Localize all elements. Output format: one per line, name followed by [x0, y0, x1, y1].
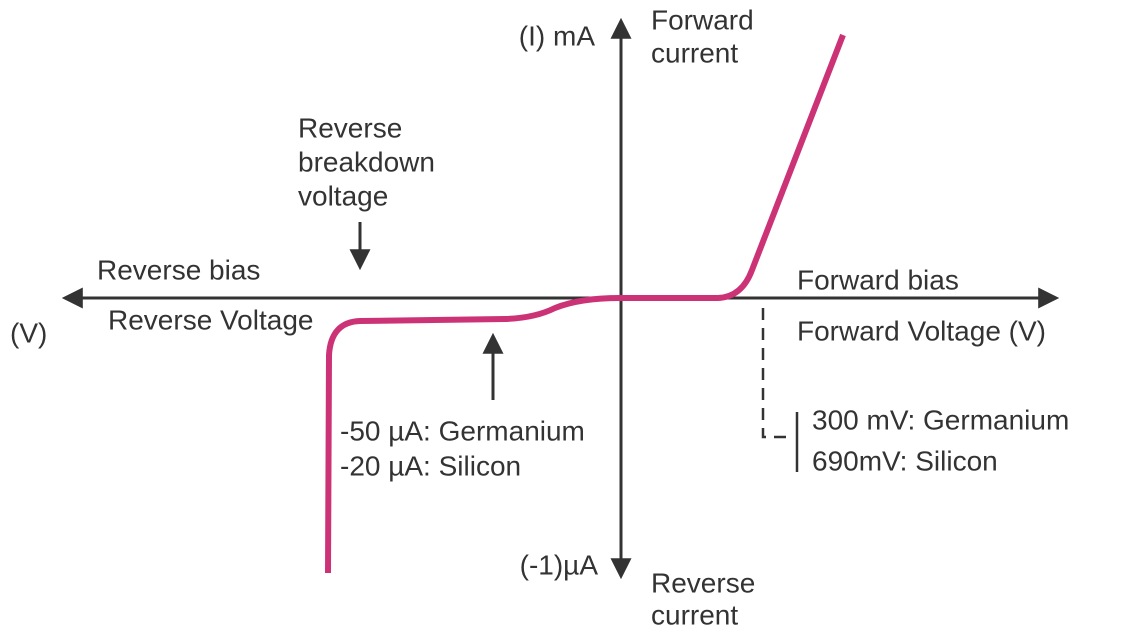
label: Forward Voltage (V) [797, 315, 1046, 346]
label: Reverse Voltage [108, 304, 313, 335]
label: (V) [10, 317, 47, 348]
label: current [651, 599, 738, 630]
label: breakdown [298, 146, 435, 177]
label: voltage [298, 180, 388, 211]
label: -20 µA: Silicon [340, 450, 521, 481]
threshold-dash [761, 308, 790, 439]
label: Reverse [651, 567, 755, 598]
label: Reverse bias [97, 254, 260, 285]
label: 300 mV: Germanium [812, 404, 1069, 435]
label: 690mV: Silicon [812, 445, 998, 476]
label: Forward bias [797, 264, 959, 295]
label: current [651, 37, 738, 68]
label: Forward [651, 4, 754, 35]
label: (I) mA [519, 20, 596, 51]
label: (-1)µA [520, 549, 599, 580]
label: Reverse [298, 112, 402, 143]
label: -50 µA: Germanium [340, 415, 585, 446]
iv-curve [325, 33, 846, 574]
